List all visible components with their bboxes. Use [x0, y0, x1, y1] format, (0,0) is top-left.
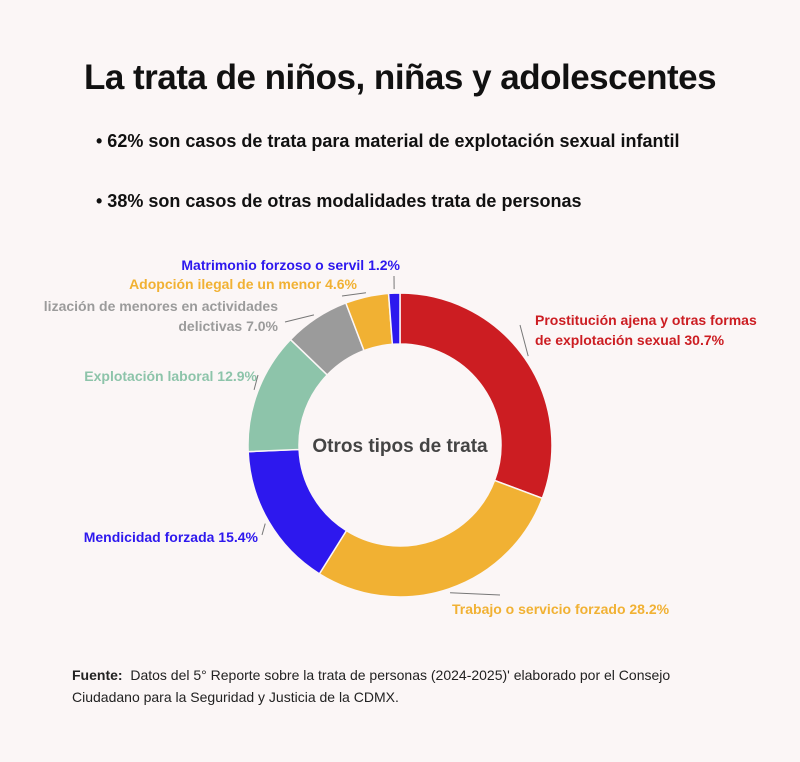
donut-slice: [387, 292, 401, 346]
bullet-point: • 38% son casos de otras modalidades tra…: [96, 191, 582, 211]
donut-slice: [247, 448, 348, 575]
slice-label: Explotación laboral 12.9%: [84, 368, 257, 384]
bullet-point: • 62% son casos de trata para material d…: [96, 131, 680, 151]
leader-line: [261, 523, 266, 536]
center-label: Otros tipos de trata: [312, 436, 488, 457]
donut-slice: [399, 292, 553, 500]
leader-line: [341, 292, 367, 297]
source-label: Fuente:: [72, 667, 123, 683]
source-text: Datos del 5° Reporte sobre la trata de p…: [72, 667, 671, 705]
leader-line: [253, 374, 259, 390]
leader-line: [519, 324, 529, 357]
source-note: Fuente: Datos del 5° Reporte sobre la tr…: [72, 664, 732, 708]
donut-slice: [318, 479, 544, 598]
leader-line: [284, 314, 315, 323]
slice-label: Trabajo o servicio forzado 28.2%: [452, 601, 670, 617]
leader-line: [450, 592, 501, 596]
slice-label: Matrimonio forzoso o servil 1.2%: [181, 257, 400, 273]
page-title: La trata de niños, niñas y adolescentes: [83, 58, 717, 97]
slice-label: Adopción ilegal de un menor 4.6%: [129, 276, 357, 292]
slice-label: lización de menores en actividades delic…: [43, 298, 278, 334]
slice-label: Prostitución ajena y otras formas de exp…: [535, 312, 757, 348]
slice-label: Mendicidad forzada 15.4%: [83, 529, 258, 545]
